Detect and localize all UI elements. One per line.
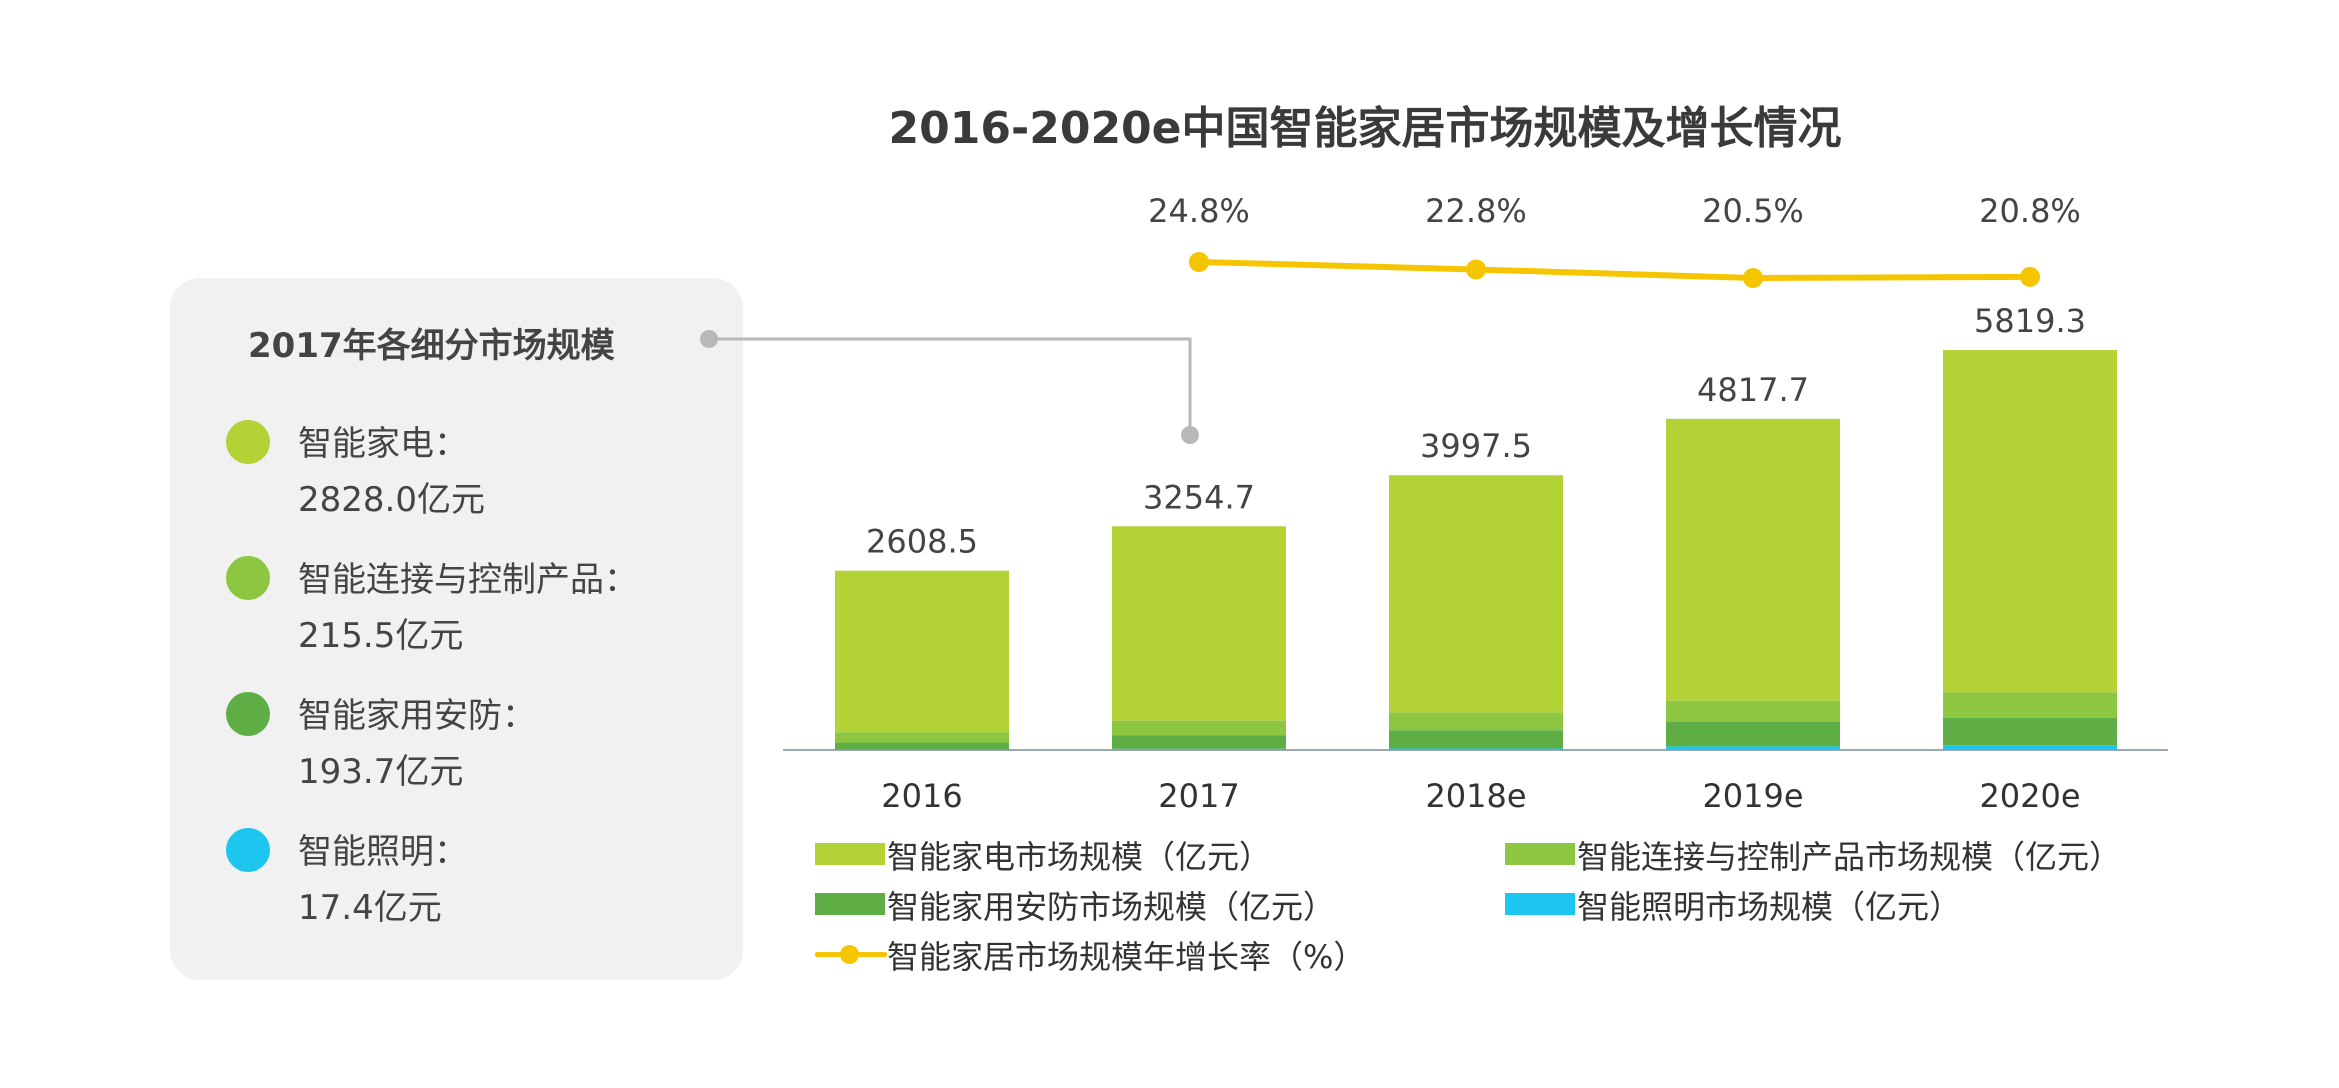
segment-name: 智能照明： [298, 832, 468, 872]
lighting-dot-icon [226, 828, 270, 872]
chart-legend: 智能家电市场规模（亿元） 智能连接与控制产品市场规模（亿元） 智能家用安防市场规… [815, 832, 2215, 992]
legend-label: 智能家居市场规模年增长率（%） [887, 938, 1366, 976]
bar-segment-2017-2 [1112, 735, 1286, 749]
bar-total-label: 4817.7 [1697, 371, 1809, 409]
legend-label: 智能家电市场规模（亿元） [887, 838, 1272, 876]
appliances-dot-icon [226, 420, 270, 464]
bar-segment-2017-0 [1112, 526, 1286, 721]
x-tick-label: 2020e [1979, 777, 2080, 815]
growth-rate-label: 24.8% [1148, 192, 1250, 230]
bar-segment-2018e-3 [1389, 748, 1563, 750]
bar-segment-2018e-1 [1389, 712, 1563, 731]
legend-label: 智能家用安防市场规模（亿元） [887, 888, 1336, 926]
connector-start-dot [700, 330, 718, 348]
bar-total-label: 3997.5 [1420, 427, 1532, 465]
bar-segment-2016-2 [835, 742, 1009, 750]
x-tick-label: 2017 [1158, 777, 1239, 815]
bar-segment-2018e-2 [1389, 730, 1563, 749]
growth-rate-point [2020, 266, 2040, 287]
connector-end-dot [1181, 426, 1199, 444]
bar-segment-2020e-3 [1943, 745, 2117, 750]
bar-segment-2017-1 [1112, 720, 1286, 736]
segment-value: 17.4亿元 [298, 888, 442, 928]
bar-segment-2016-0 [835, 570, 1009, 733]
bar-segment-2016-1 [835, 732, 1009, 743]
panel-title: 2017年各细分市场规模 [248, 326, 615, 366]
growth-rate-label: 20.8% [1979, 192, 2081, 230]
bar-segment-2019e-2 [1666, 721, 1840, 747]
bar-segment-2017-3 [1112, 748, 1286, 750]
segment-panel: 2017年各细分市场规模 智能家电： 2828.0亿元 智能连接与控制产品： 2… [170, 278, 743, 980]
segment-name: 智能连接与控制产品： [298, 560, 638, 600]
bar-segment-2016-3 [835, 749, 1009, 750]
growth-rate-label: 22.8% [1425, 192, 1527, 230]
legend-marker-growth [840, 945, 859, 964]
legend-swatch-appliances [815, 843, 885, 865]
segment-name: 智能家电： [298, 424, 468, 464]
legend-label: 智能连接与控制产品市场规模（亿元） [1577, 838, 2122, 876]
legend-swatch-connectivity [1505, 843, 1575, 865]
bar-segment-2018e-0 [1389, 475, 1563, 713]
segment-value: 193.7亿元 [298, 752, 464, 792]
segment-name: 智能家用安防： [298, 696, 536, 736]
security-dot-icon [226, 692, 270, 736]
connector-line [709, 337, 1192, 435]
bar-total-label: 5819.3 [1974, 302, 2086, 340]
growth-rate-label: 20.5% [1702, 192, 1804, 230]
x-tick-label: 2016 [881, 777, 962, 815]
growth-rate-line [1198, 259, 2031, 281]
bar-segment-2019e-3 [1666, 746, 1840, 750]
legend-label: 智能照明市场规模（亿元） [1577, 888, 1962, 926]
x-tick-label: 2019e [1702, 777, 1803, 815]
growth-rate-point [1189, 252, 1209, 272]
segment-value: 2828.0亿元 [298, 480, 485, 520]
chart-title: 2016-2020e中国智能家居市场规模及增长情况 [888, 103, 1842, 154]
legend-swatch-security [815, 893, 885, 915]
growth-rate-point [1743, 268, 1763, 288]
growth-rate-point [1466, 259, 1486, 280]
bar-segment-2020e-0 [1943, 350, 2117, 693]
bar-total-label: 2608.5 [866, 523, 978, 561]
bar-segment-2019e-0 [1666, 418, 1840, 701]
legend-swatch-lighting [1505, 893, 1575, 915]
connectivity-dot-icon [226, 556, 270, 600]
bar-segment-2020e-1 [1943, 692, 2117, 718]
bar-segment-2019e-1 [1666, 700, 1840, 722]
x-tick-label: 2018e [1425, 777, 1526, 815]
bar-segment-2020e-2 [1943, 717, 2117, 746]
bar-total-label: 3254.7 [1143, 478, 1255, 516]
segment-value: 215.5亿元 [298, 616, 464, 656]
